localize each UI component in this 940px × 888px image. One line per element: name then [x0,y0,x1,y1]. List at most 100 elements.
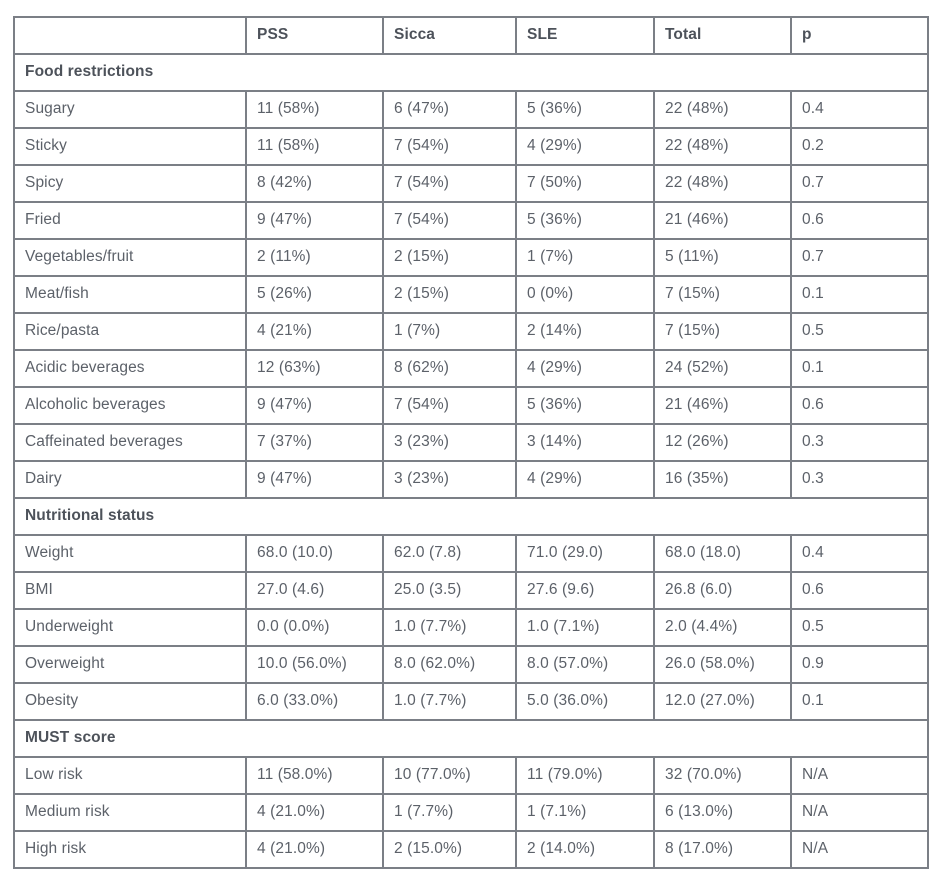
value-cell: 1 (7.1%) [515,793,655,832]
row-label: Sticky [13,127,247,166]
value-cell: 71.0 (29.0) [515,534,655,573]
value-cell: 5 (36%) [515,386,655,425]
value-cell: 2 (15%) [382,275,517,314]
table-row: Rice/pasta 4 (21%) 1 (7%) 2 (14%) 7 (15%) 0.5 [13,312,929,351]
value-cell: 5.0 (36.0%) [515,682,655,721]
row-label: Obesity [13,682,247,721]
row-label: Medium risk [13,793,247,832]
value-cell: 8 (17.0%) [653,830,792,869]
value-cell: 5 (26%) [245,275,384,314]
value-cell: 2 (14%) [515,312,655,351]
table-row: Vegetables/fruit 2 (11%) 2 (15%) 1 (7%) 5 (1… [13,238,929,277]
value-cell: 0 (0%) [515,275,655,314]
value-cell: 22 (48%) [653,164,792,203]
header-row: PSS Sicca SLE Total p [13,16,929,55]
value-cell: 1 (7.7%) [382,793,517,832]
value-cell: 4 (21.0%) [245,793,384,832]
value-cell: 8 (42%) [245,164,384,203]
value-cell: 2 (14.0%) [515,830,655,869]
value-cell: 5 (36%) [515,90,655,129]
header-cell: Sicca [382,16,517,55]
value-cell: 62.0 (7.8) [382,534,517,573]
value-cell: 0.9 [790,645,929,684]
value-cell: 26.0 (58.0%) [653,645,792,684]
row-label: Low risk [13,756,247,795]
value-cell: 7 (54%) [382,127,517,166]
table-row: Obesity 6.0 (33.0%) 1.0 (7.7%) 5.0 (36.0%) 1… [13,682,929,721]
value-cell: 16 (35%) [653,460,792,499]
section-header-row: MUST score [13,719,929,758]
value-cell: 6.0 (33.0%) [245,682,384,721]
value-cell: 0.7 [790,238,929,277]
row-label: Weight [13,534,247,573]
row-label: Vegetables/fruit [13,238,247,277]
value-cell: N/A [790,830,929,869]
value-cell: 0.6 [790,386,929,425]
table-row: Meat/fish 5 (26%) 2 (15%) 0 (0%) 7 (15%) 0.1 [13,275,929,314]
value-cell: 21 (46%) [653,201,792,240]
section-title: Food restrictions [13,53,929,92]
value-cell: 8.0 (57.0%) [515,645,655,684]
row-label: Caffeinated beverages [13,423,247,462]
row-label: Overweight [13,645,247,684]
value-cell: 2 (11%) [245,238,384,277]
value-cell: 7 (50%) [515,164,655,203]
section-header-row: Food restrictions [13,53,929,92]
value-cell: 68.0 (10.0) [245,534,384,573]
value-cell: 0.4 [790,534,929,573]
value-cell: 0.6 [790,201,929,240]
value-cell: 2 (15.0%) [382,830,517,869]
row-label: Spicy [13,164,247,203]
table-row: Acidic beverages 12 (63%) 8 (62%) 4 (29%) 24… [13,349,929,388]
value-cell: 0.5 [790,312,929,351]
value-cell: 6 (13.0%) [653,793,792,832]
row-label: Alcoholic beverages [13,386,247,425]
value-cell: 3 (23%) [382,460,517,499]
header-cell-empty [13,16,247,55]
table-row: Medium risk 4 (21.0%) 1 (7.7%) 1 (7.1%) 6 (1… [13,793,929,832]
value-cell: 9 (47%) [245,201,384,240]
value-cell: 24 (52%) [653,349,792,388]
value-cell: 12 (26%) [653,423,792,462]
value-cell: 0.1 [790,275,929,314]
row-label: Meat/fish [13,275,247,314]
value-cell: 7 (54%) [382,386,517,425]
value-cell: 0.3 [790,460,929,499]
value-cell: 3 (14%) [515,423,655,462]
value-cell: 21 (46%) [653,386,792,425]
value-cell: 10 (77.0%) [382,756,517,795]
section-title: Nutritional status [13,497,929,536]
value-cell: 1.0 (7.1%) [515,608,655,647]
value-cell: 2.0 (4.4%) [653,608,792,647]
section-header-row: Nutritional status [13,497,929,536]
value-cell: 1 (7%) [515,238,655,277]
table-row: Low risk 11 (58.0%) 10 (77.0%) 11 (79.0%) 32… [13,756,929,795]
row-label: Rice/pasta [13,312,247,351]
section-title: MUST score [13,719,929,758]
value-cell: 32 (70.0%) [653,756,792,795]
value-cell: 0.5 [790,608,929,647]
value-cell: 26.8 (6.0) [653,571,792,610]
value-cell: 4 (29%) [515,349,655,388]
value-cell: 11 (58%) [245,90,384,129]
value-cell: 4 (21.0%) [245,830,384,869]
row-label: Fried [13,201,247,240]
value-cell: 7 (54%) [382,201,517,240]
value-cell: 0.0 (0.0%) [245,608,384,647]
value-cell: 3 (23%) [382,423,517,462]
value-cell: 0.1 [790,349,929,388]
value-cell: 22 (48%) [653,90,792,129]
row-label: BMI [13,571,247,610]
header-cell: Total [653,16,792,55]
value-cell: 2 (15%) [382,238,517,277]
table-row: Fried 9 (47%) 7 (54%) 5 (36%) 21 (46%) 0.6 [13,201,929,240]
value-cell: 12 (63%) [245,349,384,388]
value-cell: 0.2 [790,127,929,166]
value-cell: 12.0 (27.0%) [653,682,792,721]
value-cell: 9 (47%) [245,460,384,499]
value-cell: 22 (48%) [653,127,792,166]
table-row: Weight 68.0 (10.0) 62.0 (7.8) 71.0 (29.0) 68… [13,534,929,573]
value-cell: 11 (58%) [245,127,384,166]
value-cell: 5 (36%) [515,201,655,240]
row-label: Acidic beverages [13,349,247,388]
